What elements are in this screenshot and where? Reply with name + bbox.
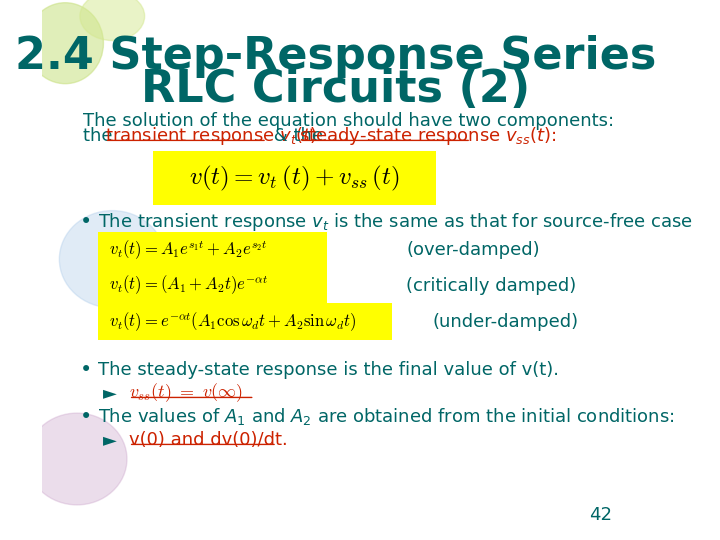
Text: The steady-state response is the final value of v(t).: The steady-state response is the final v… <box>98 361 559 379</box>
Text: $v_{ss}(t)\ =\ v(\infty)$: $v_{ss}(t)\ =\ v(\infty)$ <box>129 382 243 404</box>
Text: The values of $A_1$ and $A_2$ are obtained from the initial conditions:: The values of $A_1$ and $A_2$ are obtain… <box>98 407 674 427</box>
Text: steady-state response $v_{ss}(t)$:: steady-state response $v_{ss}(t)$: <box>300 125 557 147</box>
Text: (over-damped): (over-damped) <box>406 241 540 259</box>
Text: ►: ► <box>104 431 117 449</box>
Text: $v_t(t) = (A_1 + A_2 t)e^{-\alpha t}$: $v_t(t) = (A_1 + A_2 t)e^{-\alpha t}$ <box>109 274 269 298</box>
Circle shape <box>27 413 127 505</box>
Text: RLC Circuits (2): RLC Circuits (2) <box>141 68 531 111</box>
Text: & the: & the <box>268 127 329 145</box>
Text: The transient response $v_t$ is the same as that for source-free case: The transient response $v_t$ is the same… <box>98 212 693 233</box>
Text: v(0) and dv(0)/dt.: v(0) and dv(0)/dt. <box>129 431 287 449</box>
Text: (critically damped): (critically damped) <box>406 276 577 295</box>
Text: (under-damped): (under-damped) <box>433 313 579 331</box>
Text: 42: 42 <box>589 506 612 524</box>
Text: $v(t) = v_t\,(t) + v_{ss}\,(t)$: $v(t) = v_t\,(t) + v_{ss}\,(t)$ <box>189 164 400 193</box>
FancyBboxPatch shape <box>98 232 327 268</box>
Ellipse shape <box>80 0 145 40</box>
Text: $v_t(t) = A_1 e^{s_1 t} + A_2 e^{s_2 t}$: $v_t(t) = A_1 e^{s_1 t} + A_2 e^{s_2 t}$ <box>109 238 268 262</box>
Text: transient response $v_t(t)$: transient response $v_t(t)$ <box>104 125 317 147</box>
Circle shape <box>59 211 165 308</box>
FancyBboxPatch shape <box>153 151 436 205</box>
Text: •: • <box>80 407 92 427</box>
Text: •: • <box>80 212 92 233</box>
Text: $v_t(t) = e^{-\alpha t}(A_1\cos\omega_d t + A_2\sin\omega_d t)$: $v_t(t) = e^{-\alpha t}(A_1\cos\omega_d … <box>109 310 356 334</box>
Text: The solution of the equation should have two components:: The solution of the equation should have… <box>83 112 614 131</box>
Ellipse shape <box>27 3 104 84</box>
Text: the: the <box>83 127 118 145</box>
FancyBboxPatch shape <box>98 267 327 304</box>
Text: •: • <box>80 360 92 380</box>
Text: ►: ► <box>104 384 117 402</box>
FancyBboxPatch shape <box>98 303 392 340</box>
Text: 2.4 Step-Response Series: 2.4 Step-Response Series <box>15 35 657 78</box>
